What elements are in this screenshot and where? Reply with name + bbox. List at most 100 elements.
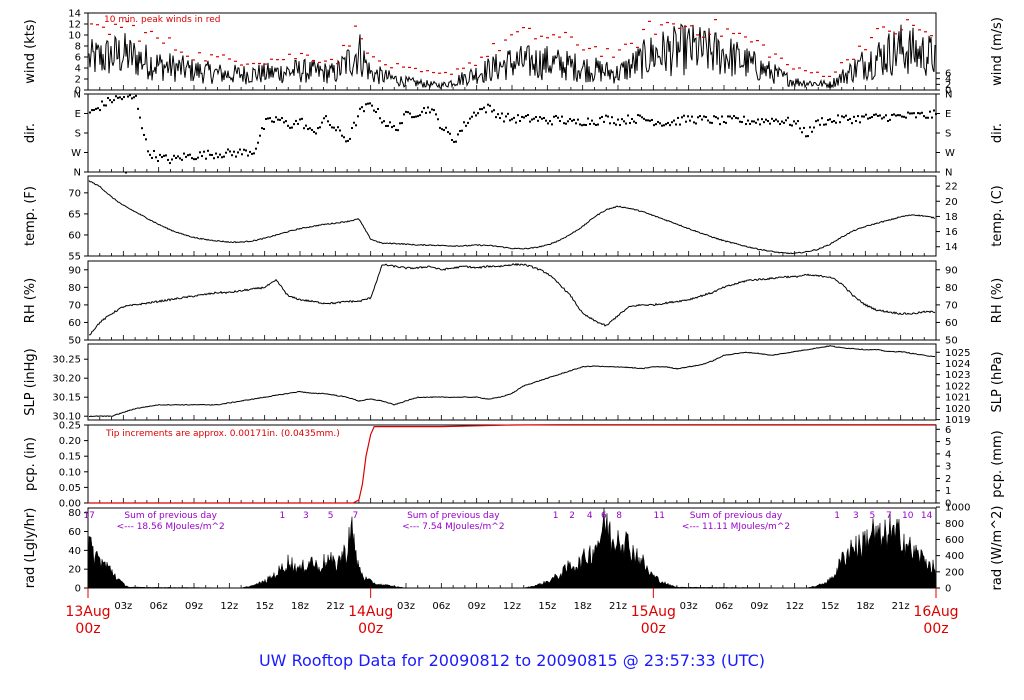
pcp-ylabel-right: pcp. (mm)	[990, 430, 1005, 497]
dir-point	[739, 120, 741, 123]
dir-point	[263, 127, 265, 130]
temp-series-line	[88, 180, 936, 255]
dir-point	[463, 121, 465, 124]
dir-point	[855, 119, 857, 122]
dir-point	[811, 130, 813, 133]
dir-point	[587, 117, 589, 120]
dir-point	[909, 112, 911, 115]
dir-point	[889, 118, 891, 121]
dir-point	[433, 109, 435, 112]
dir-point	[527, 113, 529, 116]
wind-ytick-label-left: 8	[75, 42, 81, 53]
dir-point	[225, 151, 227, 154]
rad-day-sum-title: Sum of previous day	[690, 511, 783, 521]
dir-point	[275, 116, 277, 119]
dir-point	[129, 94, 131, 97]
time-tick-label: 18z	[291, 601, 309, 612]
dir-point	[791, 124, 793, 127]
dir-point	[815, 120, 817, 123]
dir-point	[827, 119, 829, 122]
rad-hour-mark: 17	[83, 511, 94, 521]
dir-point	[425, 111, 427, 114]
dir-point	[905, 116, 907, 119]
dir-point	[493, 109, 495, 112]
dir-ytick-label-right: N	[945, 90, 952, 101]
dir-point	[255, 147, 257, 150]
dir-point	[309, 127, 311, 130]
dir-ytick-label-right: E	[945, 109, 951, 120]
rh-series-line	[88, 262, 936, 336]
dir-point	[883, 116, 885, 119]
dir-point	[549, 120, 551, 123]
dir-point	[547, 122, 549, 125]
dir-point	[703, 115, 705, 118]
dir-point	[173, 154, 175, 157]
dir-point	[513, 116, 515, 119]
dir-point	[259, 134, 261, 137]
dir-point	[803, 126, 805, 129]
dir-point	[269, 117, 271, 120]
dir-point	[363, 110, 365, 113]
dir-point	[197, 156, 199, 159]
dir-point	[887, 120, 889, 123]
dir-point	[517, 114, 519, 117]
dir-point	[213, 157, 215, 160]
time-tick-label: 12z	[220, 601, 238, 612]
dir-point	[381, 121, 383, 124]
dir-ytick-label-right: W	[945, 148, 955, 159]
temp-ytick-label-right: 20	[945, 197, 958, 208]
dir-point	[391, 126, 393, 129]
dir-point	[715, 116, 717, 119]
dir-point	[163, 154, 165, 157]
dir-point	[261, 127, 263, 130]
temp-ylabel-right: temp. (C)	[990, 185, 1005, 247]
dir-point	[673, 119, 675, 122]
dir-point	[833, 120, 835, 123]
dir-point	[491, 110, 493, 113]
dir-point	[589, 122, 591, 125]
dir-point	[625, 122, 627, 125]
dir-point	[829, 118, 831, 121]
dir-point	[377, 107, 379, 110]
dir-point	[823, 123, 825, 126]
pcp-ytick-label-right: 2	[945, 474, 951, 485]
dir-point	[531, 118, 533, 121]
dir-point	[361, 106, 363, 109]
rad-ylabel-right: rad (W/m^2)	[990, 506, 1005, 591]
dir-point	[399, 122, 401, 125]
dir-point	[877, 114, 879, 117]
dir-point	[533, 117, 535, 120]
dir-point	[763, 121, 765, 124]
dir-point	[233, 150, 235, 153]
dir-point	[329, 123, 331, 126]
dir-point	[851, 122, 853, 125]
dir-point	[131, 97, 133, 100]
day-label-time: 00z	[75, 621, 100, 637]
dir-point	[505, 115, 507, 118]
dir-point	[509, 119, 511, 122]
dir-point	[105, 104, 107, 107]
rad-ytick-label-left: 60	[68, 527, 81, 538]
dir-point	[901, 115, 903, 118]
dir-point	[609, 122, 611, 125]
slp-ytick-label-left: 30.20	[52, 374, 81, 385]
dir-point	[925, 116, 927, 119]
rad-ytick-label-left: 20	[68, 565, 81, 576]
dir-point	[89, 111, 91, 114]
dir-point	[789, 123, 791, 126]
rad-hour-mark: 1	[834, 511, 840, 521]
time-tick-label: 15z	[256, 601, 274, 612]
dir-point	[421, 110, 423, 113]
dir-point	[135, 94, 137, 97]
dir-point	[325, 115, 327, 118]
dir-point	[365, 103, 367, 106]
dir-point	[101, 100, 103, 103]
rh-ylabel-right: RH (%)	[990, 278, 1005, 323]
dir-point	[525, 115, 527, 118]
rad-ytick-label-left: 80	[68, 508, 81, 519]
dir-point	[575, 122, 577, 125]
dir-point	[631, 118, 633, 121]
dir-ytick-label-left: S	[75, 129, 81, 140]
dir-point	[331, 126, 333, 129]
